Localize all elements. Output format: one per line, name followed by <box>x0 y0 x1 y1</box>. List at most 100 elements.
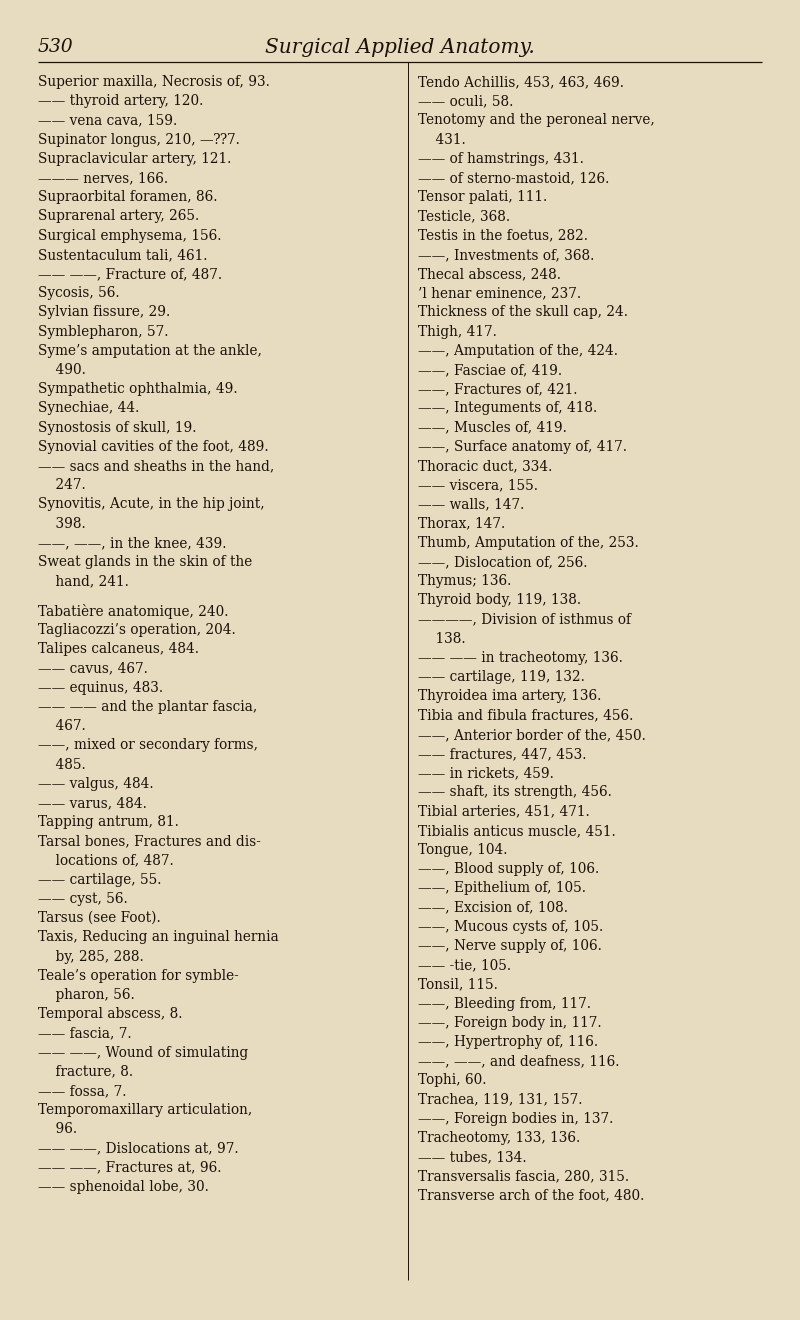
Text: ————, Division of isthmus of: ————, Division of isthmus of <box>418 612 631 627</box>
Text: ——, ——, and deafness, 116.: ——, ——, and deafness, 116. <box>418 1055 619 1068</box>
Text: 490.: 490. <box>38 363 86 378</box>
Text: —— tubes, 134.: —— tubes, 134. <box>418 1150 526 1164</box>
Text: ——, Foreign body in, 117.: ——, Foreign body in, 117. <box>418 1016 602 1030</box>
Text: Temporal abscess, 8.: Temporal abscess, 8. <box>38 1007 182 1022</box>
Text: Suprarenal artery, 265.: Suprarenal artery, 265. <box>38 210 199 223</box>
Text: Superior maxilla, Necrosis of, 93.: Superior maxilla, Necrosis of, 93. <box>38 75 270 88</box>
Text: —— vena cava, 159.: —— vena cava, 159. <box>38 114 178 128</box>
Text: Surgical emphysema, 156.: Surgical emphysema, 156. <box>38 228 222 243</box>
Text: —— in rickets, 459.: —— in rickets, 459. <box>418 766 554 780</box>
Text: —— of sterno-mastoid, 126.: —— of sterno-mastoid, 126. <box>418 172 610 185</box>
Text: Tagliacozzi’s operation, 204.: Tagliacozzi’s operation, 204. <box>38 623 236 638</box>
Text: Supinator longus, 210, —⁇7.: Supinator longus, 210, —⁇7. <box>38 132 240 147</box>
Text: ——, Excision of, 108.: ——, Excision of, 108. <box>418 900 568 915</box>
Text: —— ——, Wound of simulating: —— ——, Wound of simulating <box>38 1045 248 1060</box>
Text: ——, Integuments of, 418.: ——, Integuments of, 418. <box>418 401 598 416</box>
Text: ——, Amputation of the, 424.: ——, Amputation of the, 424. <box>418 343 618 358</box>
Text: —— —— and the plantar fascia,: —— —— and the plantar fascia, <box>38 700 258 714</box>
Text: ——, ——, in the knee, 439.: ——, ——, in the knee, 439. <box>38 536 226 550</box>
Text: Tracheotomy, 133, 136.: Tracheotomy, 133, 136. <box>418 1131 580 1144</box>
Text: 467.: 467. <box>38 719 86 733</box>
Text: —— shaft, its strength, 456.: —— shaft, its strength, 456. <box>418 785 612 800</box>
Text: ——, Epithelium of, 105.: ——, Epithelium of, 105. <box>418 882 586 895</box>
Text: Tophi, 60.: Tophi, 60. <box>418 1073 486 1088</box>
Text: —— viscera, 155.: —— viscera, 155. <box>418 478 538 492</box>
Text: —— cartilage, 55.: —— cartilage, 55. <box>38 873 162 887</box>
Text: Tongue, 104.: Tongue, 104. <box>418 843 507 857</box>
Text: Temporomaxillary articulation,: Temporomaxillary articulation, <box>38 1104 252 1117</box>
Text: Tensor palati, 111.: Tensor palati, 111. <box>418 190 547 205</box>
Text: Sylvian fissure, 29.: Sylvian fissure, 29. <box>38 305 170 319</box>
Text: fracture, 8.: fracture, 8. <box>38 1065 133 1078</box>
Text: Taxis, Reducing an inguinal hernia: Taxis, Reducing an inguinal hernia <box>38 931 278 944</box>
Text: —— walls, 147.: —— walls, 147. <box>418 498 524 511</box>
Text: Sweat glands in the skin of the: Sweat glands in the skin of the <box>38 554 252 569</box>
Text: Supraclavicular artery, 121.: Supraclavicular artery, 121. <box>38 152 231 166</box>
Text: ——, Muscles of, 419.: ——, Muscles of, 419. <box>418 421 567 434</box>
Text: Synostosis of skull, 19.: Synostosis of skull, 19. <box>38 421 197 434</box>
Text: ——, Mucous cysts of, 105.: ——, Mucous cysts of, 105. <box>418 920 603 933</box>
Text: —— valgus, 484.: —— valgus, 484. <box>38 776 154 791</box>
Text: Transversalis fascia, 280, 315.: Transversalis fascia, 280, 315. <box>418 1170 629 1184</box>
Text: Tapping antrum, 81.: Tapping antrum, 81. <box>38 816 179 829</box>
Text: 530: 530 <box>38 38 74 55</box>
Text: ——, mixed or secondary forms,: ——, mixed or secondary forms, <box>38 738 258 752</box>
Text: ——— nerves, 166.: ——— nerves, 166. <box>38 172 168 185</box>
Text: Thymus; 136.: Thymus; 136. <box>418 574 511 589</box>
Text: —— of hamstrings, 431.: —— of hamstrings, 431. <box>418 152 584 166</box>
Text: Teale’s operation for symble-: Teale’s operation for symble- <box>38 969 238 983</box>
Text: Synovitis, Acute, in the hip joint,: Synovitis, Acute, in the hip joint, <box>38 498 265 511</box>
Text: 431.: 431. <box>418 132 466 147</box>
Text: ’l henar eminence, 237.: ’l henar eminence, 237. <box>418 286 581 300</box>
Text: Tibial arteries, 451, 471.: Tibial arteries, 451, 471. <box>418 805 590 818</box>
Text: ——, Foreign bodies in, 137.: ——, Foreign bodies in, 137. <box>418 1111 614 1126</box>
Text: 138.: 138. <box>418 632 466 645</box>
Text: 398.: 398. <box>38 516 86 531</box>
Text: Sustentaculum tali, 461.: Sustentaculum tali, 461. <box>38 248 207 261</box>
Text: —— cyst, 56.: —— cyst, 56. <box>38 892 128 906</box>
Text: Synovial cavities of the foot, 489.: Synovial cavities of the foot, 489. <box>38 440 269 454</box>
Text: ——, Dislocation of, 256.: ——, Dislocation of, 256. <box>418 554 587 569</box>
Text: ——, Fasciae of, 419.: ——, Fasciae of, 419. <box>418 363 562 378</box>
Text: ——, Investments of, 368.: ——, Investments of, 368. <box>418 248 594 261</box>
Text: —— cavus, 467.: —— cavus, 467. <box>38 661 148 676</box>
Text: —— sphenoidal lobe, 30.: —— sphenoidal lobe, 30. <box>38 1180 209 1195</box>
Text: —— ——, Dislocations at, 97.: —— ——, Dislocations at, 97. <box>38 1142 238 1155</box>
Text: 247.: 247. <box>38 478 86 492</box>
Text: Thigh, 417.: Thigh, 417. <box>418 325 497 339</box>
Text: Tendo Achillis, 453, 463, 469.: Tendo Achillis, 453, 463, 469. <box>418 75 624 88</box>
Text: ——, Bleeding from, 117.: ——, Bleeding from, 117. <box>418 997 591 1011</box>
Text: —— sacs and sheaths in the hand,: —— sacs and sheaths in the hand, <box>38 459 274 473</box>
Text: 485.: 485. <box>38 758 86 772</box>
Text: Surgical Applied Anatomy.: Surgical Applied Anatomy. <box>265 38 535 57</box>
Text: —— oculi, 58.: —— oculi, 58. <box>418 94 514 108</box>
Text: —— equinus, 483.: —— equinus, 483. <box>38 681 163 694</box>
Text: Thumb, Amputation of the, 253.: Thumb, Amputation of the, 253. <box>418 536 638 550</box>
Text: Tibia and fibula fractures, 456.: Tibia and fibula fractures, 456. <box>418 709 634 722</box>
Text: Thorax, 147.: Thorax, 147. <box>418 516 506 531</box>
Text: 96.: 96. <box>38 1122 77 1137</box>
Text: hand, 241.: hand, 241. <box>38 574 129 589</box>
Text: Testicle, 368.: Testicle, 368. <box>418 210 510 223</box>
Text: —— ——, Fractures at, 96.: —— ——, Fractures at, 96. <box>38 1160 222 1175</box>
Text: Syme’s amputation at the ankle,: Syme’s amputation at the ankle, <box>38 343 262 358</box>
Text: Thyroidea ima artery, 136.: Thyroidea ima artery, 136. <box>418 689 602 704</box>
Text: Thecal abscess, 248.: Thecal abscess, 248. <box>418 267 561 281</box>
Text: ——, Anterior border of the, 450.: ——, Anterior border of the, 450. <box>418 727 646 742</box>
Text: pharon, 56.: pharon, 56. <box>38 987 134 1002</box>
Text: Sympathetic ophthalmia, 49.: Sympathetic ophthalmia, 49. <box>38 383 238 396</box>
Text: —— fascia, 7.: —— fascia, 7. <box>38 1027 132 1040</box>
Text: Transverse arch of the foot, 480.: Transverse arch of the foot, 480. <box>418 1188 644 1203</box>
Text: —— —— in tracheotomy, 136.: —— —— in tracheotomy, 136. <box>418 651 623 665</box>
Text: Thyroid body, 119, 138.: Thyroid body, 119, 138. <box>418 594 581 607</box>
Text: ——, Nerve supply of, 106.: ——, Nerve supply of, 106. <box>418 939 602 953</box>
Text: ——, Blood supply of, 106.: ——, Blood supply of, 106. <box>418 862 599 876</box>
Text: Synechiae, 44.: Synechiae, 44. <box>38 401 139 416</box>
Text: —— cartilage, 119, 132.: —— cartilage, 119, 132. <box>418 671 585 684</box>
Text: —— -tie, 105.: —— -tie, 105. <box>418 958 511 973</box>
Text: Tarsus (see Foot).: Tarsus (see Foot). <box>38 911 161 925</box>
Text: locations of, 487.: locations of, 487. <box>38 854 174 867</box>
Text: Symblepharon, 57.: Symblepharon, 57. <box>38 325 169 339</box>
Text: Thoracic duct, 334.: Thoracic duct, 334. <box>418 459 552 473</box>
Text: —— fractures, 447, 453.: —— fractures, 447, 453. <box>418 747 586 762</box>
